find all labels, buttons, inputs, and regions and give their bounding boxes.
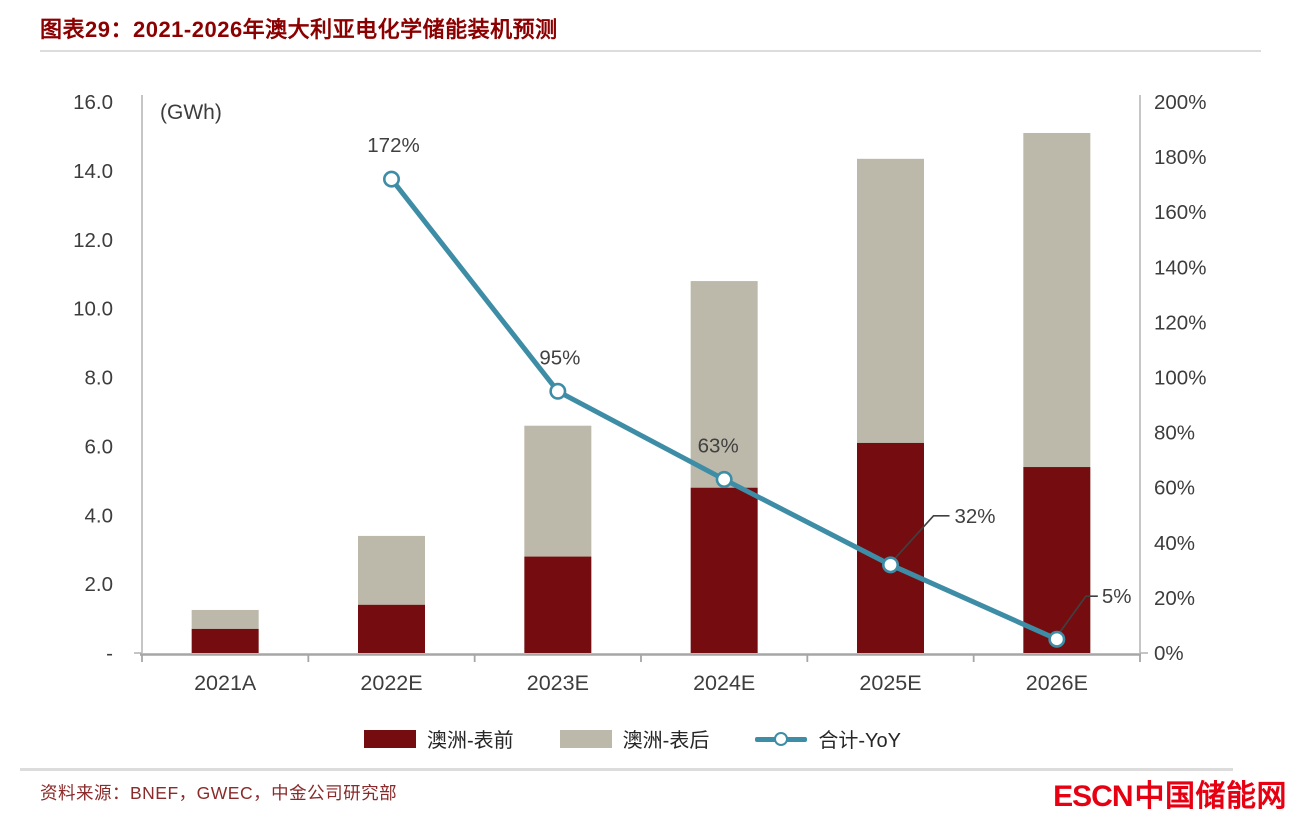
left-axis-tick: 10.0 bbox=[73, 298, 113, 321]
legend-label-yoy: 合计-YoY bbox=[818, 730, 901, 752]
left-axis-tick: 6.0 bbox=[85, 435, 114, 458]
left-axis-tick: 16.0 bbox=[73, 91, 113, 114]
legend-item-behind: 澳洲-表后 bbox=[559, 724, 710, 753]
yoy-marker bbox=[549, 382, 567, 400]
right-axis-tick: 20% bbox=[1154, 587, 1195, 610]
right-axis-tick: 80% bbox=[1154, 422, 1195, 445]
page-title: 图表29：2021-2026年澳大利亚电化学储能装机预测 bbox=[40, 17, 558, 42]
escn-logo: ESCN中国储能网 bbox=[1053, 771, 1287, 815]
bar-front-2024E bbox=[690, 281, 758, 488]
legend-swatch-front bbox=[364, 729, 416, 748]
yoy-point-label: 63% bbox=[698, 434, 739, 457]
bar-behind-2023E bbox=[524, 556, 592, 653]
label-leader-line bbox=[894, 515, 950, 559]
bar-behind-2022E bbox=[358, 604, 425, 653]
x-axis-label-2021A: 2021A bbox=[194, 671, 257, 695]
bar-front-2025E bbox=[857, 158, 924, 443]
bar-front-2022E bbox=[358, 535, 425, 605]
legend-label-front: 澳洲-表前 bbox=[427, 730, 514, 752]
yoy-marker bbox=[881, 556, 899, 574]
right-axis-tick: 100% bbox=[1154, 367, 1206, 390]
right-axis-tick: 140% bbox=[1154, 256, 1206, 279]
x-axis-label-2025E: 2025E bbox=[859, 671, 921, 695]
combo-chart: 16.0 14.0 12.0 10.0 8.0 6.0 4.0 2.0 - 200% 180% 160… bbox=[73, 91, 1206, 695]
chart-legend: 澳洲-表前 澳洲-表后 合计-YoY bbox=[0, 724, 1283, 753]
yoy-point-label: 5% bbox=[1102, 585, 1132, 608]
bar-behind-2025E bbox=[857, 442, 924, 653]
x-axis-label-2022E: 2022E bbox=[360, 671, 422, 695]
yoy-point-label: 172% bbox=[367, 134, 419, 157]
left-axis-tick: 14.0 bbox=[73, 160, 113, 183]
x-axis-label-2024E: 2024E bbox=[693, 671, 755, 695]
label-leader-line bbox=[1059, 595, 1098, 633]
left-axis-tick: 4.0 bbox=[85, 504, 114, 527]
bar-front-2023E bbox=[524, 425, 592, 557]
left-axis-tick: 8.0 bbox=[85, 367, 114, 390]
x-axis-label-2026E: 2026E bbox=[1026, 671, 1088, 695]
right-axis-tick: 120% bbox=[1154, 311, 1206, 334]
left-axis-tick: 12.0 bbox=[73, 229, 113, 252]
escn-logo-zh: 中国储能网 bbox=[1134, 780, 1287, 813]
left-axis-tick: - bbox=[106, 642, 113, 665]
right-axis-tick: 40% bbox=[1154, 532, 1195, 555]
bar-behind-2024E bbox=[690, 487, 758, 653]
yoy-marker bbox=[715, 470, 733, 488]
yoy-point-label: 32% bbox=[955, 505, 996, 528]
title-divider bbox=[40, 50, 1261, 52]
bar-front-2026E bbox=[1023, 132, 1091, 468]
yoy-point-label: 95% bbox=[539, 346, 580, 369]
legend-item-yoy: 合计-YoY bbox=[755, 724, 901, 753]
bar-front-2021A bbox=[191, 609, 259, 629]
left-axis-tick: 2.0 bbox=[85, 573, 114, 596]
legend-label-behind: 澳洲-表后 bbox=[622, 730, 710, 752]
right-axis-tick: 200% bbox=[1154, 91, 1206, 114]
yoy-marker bbox=[382, 170, 400, 188]
right-axis-tick: 180% bbox=[1154, 146, 1206, 169]
unit-label: (GWh) bbox=[160, 101, 222, 124]
right-axis-tick: 0% bbox=[1154, 642, 1184, 665]
source-note: 资料来源：BNEF，GWEC，中金公司研究部 bbox=[40, 783, 398, 803]
bar-behind-2021A bbox=[191, 628, 259, 653]
right-axis-tick: 60% bbox=[1154, 477, 1195, 500]
yoy-marker bbox=[1048, 630, 1066, 648]
x-axis-label-2023E: 2023E bbox=[527, 671, 589, 695]
legend-item-front: 澳洲-表前 bbox=[364, 724, 514, 753]
legend-line-marker-icon bbox=[755, 730, 808, 748]
footer-divider bbox=[20, 768, 1233, 771]
legend-swatch-behind bbox=[559, 729, 612, 748]
bar-behind-2026E bbox=[1023, 467, 1091, 653]
right-axis-tick: 160% bbox=[1154, 201, 1206, 224]
escn-logo-en: ESCN bbox=[1053, 780, 1133, 813]
